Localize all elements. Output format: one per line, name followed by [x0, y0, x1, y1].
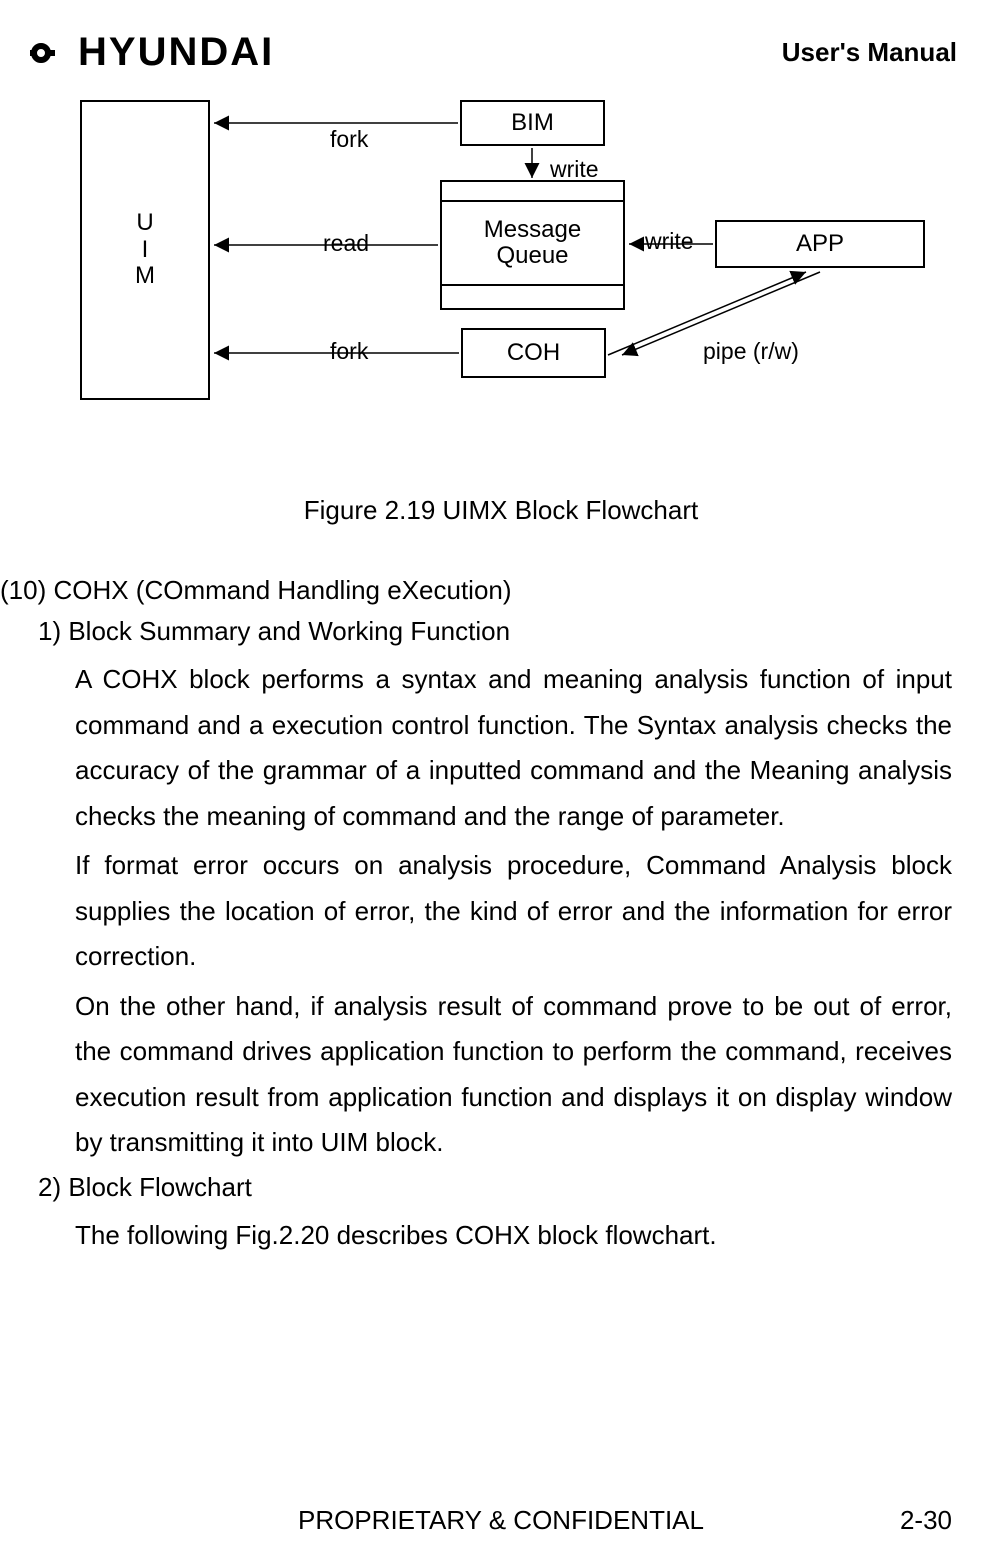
subsection-1-heading: 1) Block Summary and Working Function: [38, 616, 952, 647]
uim-line-2: I: [142, 237, 149, 263]
page-number: 2-30: [900, 1505, 952, 1536]
node-message-queue-inner: Message Queue: [442, 200, 623, 286]
edge-label-fork-bim: fork: [330, 126, 368, 153]
paragraph-4: The following Fig.2.20 describes COHX bl…: [75, 1213, 952, 1259]
node-coh: COH: [461, 328, 606, 378]
section-10-heading: (10) COHX (COmmand Handling eXecution): [0, 575, 952, 606]
edge-label-pipe: pipe (r/w): [703, 338, 799, 365]
app-label: APP: [796, 230, 844, 258]
paragraph-1: A COHX block performs a syntax and meani…: [75, 657, 952, 839]
footer-center: PROPRIETARY & CONFIDENTIAL: [0, 1505, 1002, 1536]
header-title: User's Manual: [782, 37, 957, 68]
mq-label-2: Queue: [496, 243, 568, 269]
bim-label: BIM: [511, 109, 554, 137]
edge-label-write-app: write: [645, 228, 694, 255]
edge-label-fork-coh: fork: [330, 338, 368, 365]
page-header: HYUNDAI User's Manual: [30, 30, 957, 75]
subsection-2-heading: 2) Block Flowchart: [38, 1172, 952, 1203]
edge-label-write-bim: write: [550, 156, 599, 183]
edge-label-read: read: [323, 230, 369, 257]
logo-mark-icon: [30, 38, 74, 68]
uimx-flowchart: U I M BIM Message Queue APP COH: [80, 100, 980, 440]
uim-line-1: U: [136, 210, 153, 236]
coh-label: COH: [507, 339, 560, 367]
node-message-queue: Message Queue: [440, 180, 625, 310]
paragraph-3: On the other hand, if analysis result of…: [75, 984, 952, 1166]
figure-caption: Figure 2.19 UIMX Block Flowchart: [0, 495, 1002, 526]
uim-line-3: M: [135, 263, 155, 289]
logo-text: HYUNDAI: [78, 30, 274, 75]
hyundai-logo: HYUNDAI: [30, 30, 274, 75]
node-uim: U I M: [80, 100, 210, 400]
mq-label-1: Message: [484, 217, 581, 243]
body-text: (10) COHX (COmmand Handling eXecution) 1…: [0, 575, 952, 1262]
node-app: APP: [715, 220, 925, 268]
paragraph-2: If format error occurs on analysis proce…: [75, 843, 952, 980]
node-bim: BIM: [460, 100, 605, 146]
